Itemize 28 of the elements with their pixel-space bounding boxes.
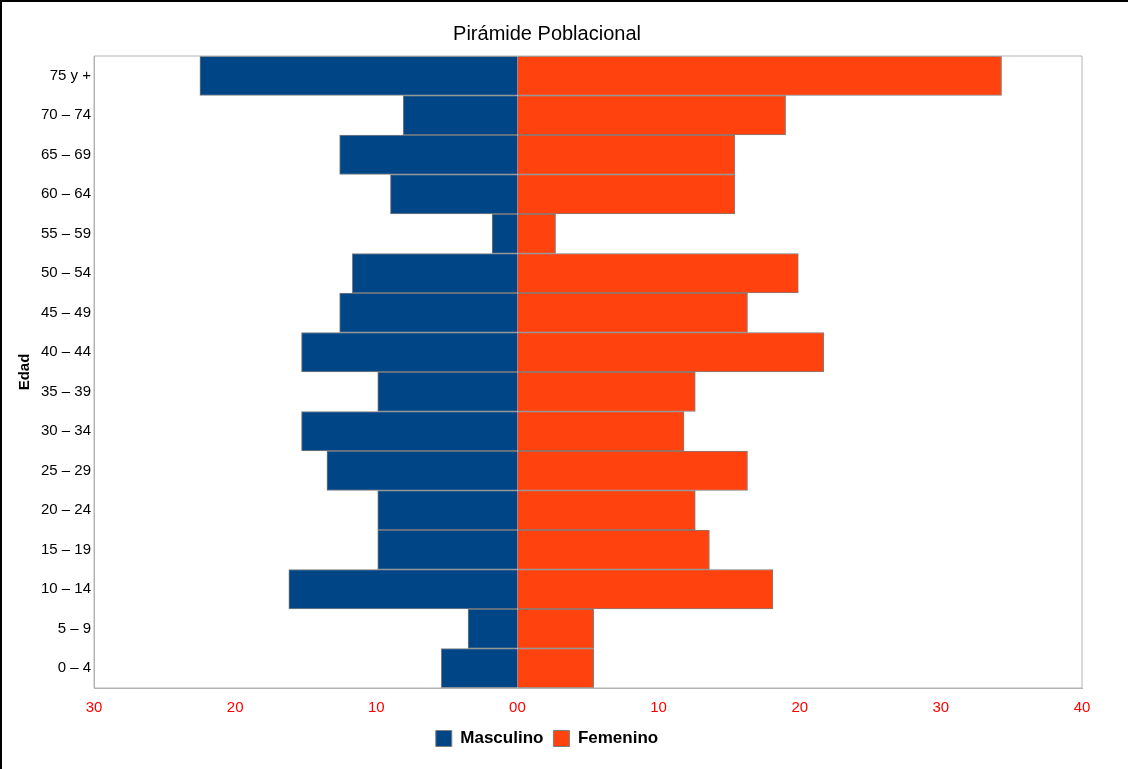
y-tick-label: 65 – 69 <box>41 144 92 162</box>
y-tick-label: 35 – 39 <box>41 381 92 399</box>
legend-label: Femenino <box>577 728 659 748</box>
y-tick-label: 60 – 64 <box>41 184 92 202</box>
y-tick-label: 10 – 14 <box>41 579 92 597</box>
x-tick-label: 20 <box>226 698 244 716</box>
y-tick-label: 45 – 49 <box>41 302 92 320</box>
x-tick-label: 20 <box>791 698 809 716</box>
x-tick-label: 30 <box>932 698 950 716</box>
x-tick-label: 10 <box>367 698 385 716</box>
y-tick-label: 40 – 44 <box>41 342 92 360</box>
y-axis-title: Edad <box>15 353 33 391</box>
x-tick-label: 00 <box>509 698 526 716</box>
y-tick-label: 75 y + <box>49 65 92 83</box>
y-tick-label: 55 – 59 <box>41 223 92 241</box>
y-tick-label: 20 – 24 <box>41 500 92 518</box>
y-tick-label: 15 – 19 <box>41 539 92 557</box>
x-tick-label: 40 <box>1073 698 1091 716</box>
legend-label: Masculino <box>460 728 544 748</box>
y-tick-label: 0 – 4 <box>57 658 92 676</box>
y-tick-label: 25 – 29 <box>41 460 92 478</box>
y-tick-label: 50 – 54 <box>41 263 92 281</box>
y-tick-label: 30 – 34 <box>41 421 92 439</box>
x-tick-label: 10 <box>650 698 667 716</box>
x-tick-label: 30 <box>85 698 103 716</box>
chart-title: Pirámide Poblacional <box>453 21 641 44</box>
y-tick-label: 70 – 74 <box>41 105 92 123</box>
y-tick-label: 5 – 9 <box>57 618 92 636</box>
